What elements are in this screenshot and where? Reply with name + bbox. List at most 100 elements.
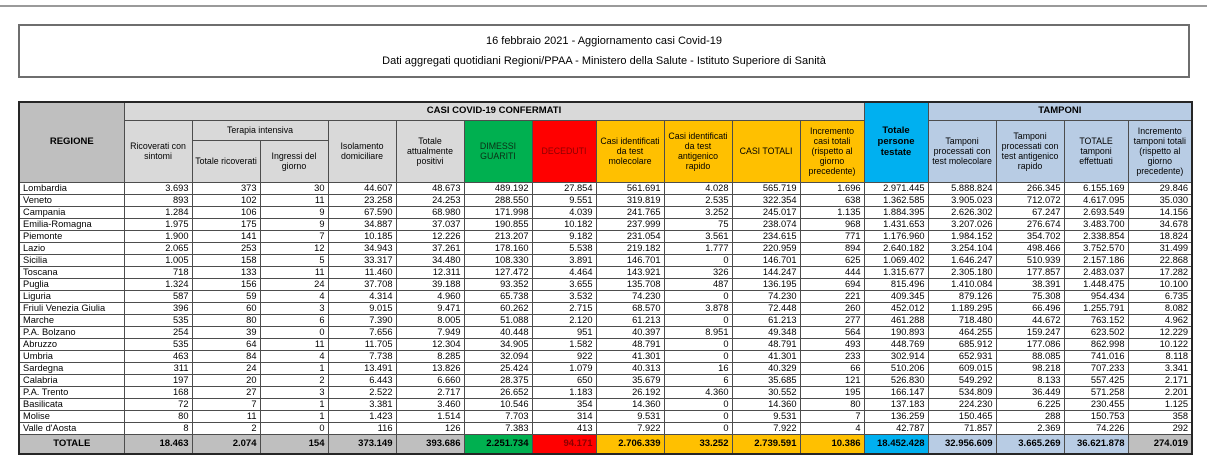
totals-cell: 3.665.269 xyxy=(995,433,1065,455)
value-cell: 2.338.854 xyxy=(1063,229,1129,243)
value-cell: 3.752.570 xyxy=(1063,241,1129,255)
column-header-persone-testate: Totale persone testate xyxy=(863,101,929,183)
value-cell: 354 xyxy=(531,397,597,411)
value-cell: 510.939 xyxy=(995,253,1065,267)
column-header-casi-test-molecolare: Casi identificati da test molecolare xyxy=(595,119,665,183)
totals-cell: 33.252 xyxy=(663,433,733,455)
table-row: Umbria 463 84 4 7.738 8.285 32.094 922 41.301 0 41… xyxy=(18,349,1193,363)
value-cell: 1.696 xyxy=(799,181,865,195)
value-cell: 650 xyxy=(531,373,597,387)
value-cell: 10.546 xyxy=(463,397,533,411)
value-cell: 75.308 xyxy=(995,289,1065,303)
value-cell: 0 xyxy=(663,289,733,303)
region-name: Toscana xyxy=(18,265,125,279)
value-cell: 26.652 xyxy=(463,385,533,399)
value-cell: 13.491 xyxy=(327,361,397,375)
value-cell: 234.615 xyxy=(731,229,801,243)
value-cell: 2.369 xyxy=(995,421,1065,435)
value-cell: 133 xyxy=(191,265,261,279)
value-cell: 7.738 xyxy=(327,349,397,363)
value-cell: 141 xyxy=(191,229,261,243)
table-row: Lombardia 3.693 373 30 44.607 48.673 489.192 27… xyxy=(18,181,1193,195)
value-cell: 3.381 xyxy=(327,397,397,411)
report-header-box: 16 febbraio 2021 - Aggiornamento casi Co… xyxy=(18,24,1190,78)
value-cell: 6.735 xyxy=(1127,289,1193,303)
totals-cell: 274.019 xyxy=(1127,433,1193,455)
value-cell: 1.423 xyxy=(327,409,397,423)
value-cell: 17.282 xyxy=(1127,265,1193,279)
value-cell: 219.182 xyxy=(595,241,665,255)
value-cell: 7.703 xyxy=(463,409,533,423)
value-cell: 1.135 xyxy=(799,205,865,219)
value-cell: 815.496 xyxy=(863,277,929,291)
value-cell: 80 xyxy=(123,409,193,423)
value-cell: 116 xyxy=(327,421,397,435)
value-cell: 487 xyxy=(663,277,733,291)
totals-cell: 2.739.591 xyxy=(731,433,801,455)
value-cell: 24 xyxy=(191,361,261,375)
value-cell: 10.122 xyxy=(1127,337,1193,351)
value-cell: 4.617.095 xyxy=(1063,193,1129,207)
value-cell: 14.360 xyxy=(731,397,801,411)
totals-label: TOTALE xyxy=(18,433,125,455)
value-cell: 11 xyxy=(259,337,329,351)
value-cell: 80 xyxy=(191,313,261,327)
region-name: Calabria xyxy=(18,373,125,387)
value-cell: 80 xyxy=(799,397,865,411)
table-row: Molise 80 11 1 1.423 1.514 7.703 314 9.531 0 9.531… xyxy=(18,409,1193,423)
value-cell: 65.738 xyxy=(463,289,533,303)
region-name: Lazio xyxy=(18,241,125,255)
value-cell: 549.292 xyxy=(927,373,997,387)
region-name: Abruzzo xyxy=(18,337,125,351)
value-cell: 195 xyxy=(799,385,865,399)
value-cell: 638 xyxy=(799,193,865,207)
table-row: Emilia-Romagna 1.975 175 9 34.887 37.037 190.8… xyxy=(18,217,1193,231)
value-cell: 27.854 xyxy=(531,181,597,195)
value-cell: 7.390 xyxy=(327,313,397,327)
column-header-isolamento-domiciliare: Isolamento domiciliare xyxy=(327,119,397,183)
value-cell: 1.362.585 xyxy=(863,193,929,207)
value-cell: 6.443 xyxy=(327,373,397,387)
value-cell: 7 xyxy=(799,409,865,423)
value-cell: 59 xyxy=(191,289,261,303)
value-cell: 9 xyxy=(259,205,329,219)
value-cell: 166.147 xyxy=(863,385,929,399)
window-top-divider xyxy=(0,5,1207,7)
value-cell: 1.284 xyxy=(123,205,193,219)
column-header-ricoverati-con-sintomi: Ricoverati con sintomi xyxy=(123,119,193,183)
value-cell: 14.156 xyxy=(1127,205,1193,219)
value-cell: 237.999 xyxy=(595,217,665,231)
value-cell: 7.922 xyxy=(731,421,801,435)
value-cell: 88.085 xyxy=(995,349,1065,363)
value-cell: 493 xyxy=(799,337,865,351)
region-name: Friuli Venezia Giulia xyxy=(18,301,125,315)
value-cell: 84 xyxy=(191,349,261,363)
value-cell: 326 xyxy=(663,265,733,279)
value-cell: 11 xyxy=(259,265,329,279)
value-cell: 1.582 xyxy=(531,337,597,351)
value-cell: 373 xyxy=(191,181,261,195)
value-cell: 712.072 xyxy=(995,193,1065,207)
region-name: Marche xyxy=(18,313,125,327)
value-cell: 2.201 xyxy=(1127,385,1193,399)
table-header: REGIONE CASI COVID-19 CONFERMATI Totale … xyxy=(18,101,1193,183)
value-cell: 150.465 xyxy=(927,409,997,423)
value-cell: 11.460 xyxy=(327,265,397,279)
value-cell: 108.330 xyxy=(463,253,533,267)
value-cell: 2.305.180 xyxy=(927,265,997,279)
value-cell: 40.313 xyxy=(595,361,665,375)
value-cell: 2.522 xyxy=(327,385,397,399)
value-cell: 61.213 xyxy=(731,313,801,327)
totals-cell: 10.386 xyxy=(799,433,865,455)
value-cell: 2 xyxy=(191,421,261,435)
value-cell: 12.311 xyxy=(395,265,465,279)
value-cell: 2.715 xyxy=(531,301,597,315)
table-row: P.A. Trento 168 27 3 2.522 2.717 26.652 1.183 26… xyxy=(18,385,1193,399)
value-cell: 60.262 xyxy=(463,301,533,315)
totals-cell: 36.621.878 xyxy=(1063,433,1129,455)
value-cell: 2.693.549 xyxy=(1063,205,1129,219)
value-cell: 22.868 xyxy=(1127,253,1193,267)
value-cell: 29.846 xyxy=(1127,181,1193,195)
value-cell: 71.857 xyxy=(927,421,997,435)
value-cell: 30 xyxy=(259,181,329,195)
